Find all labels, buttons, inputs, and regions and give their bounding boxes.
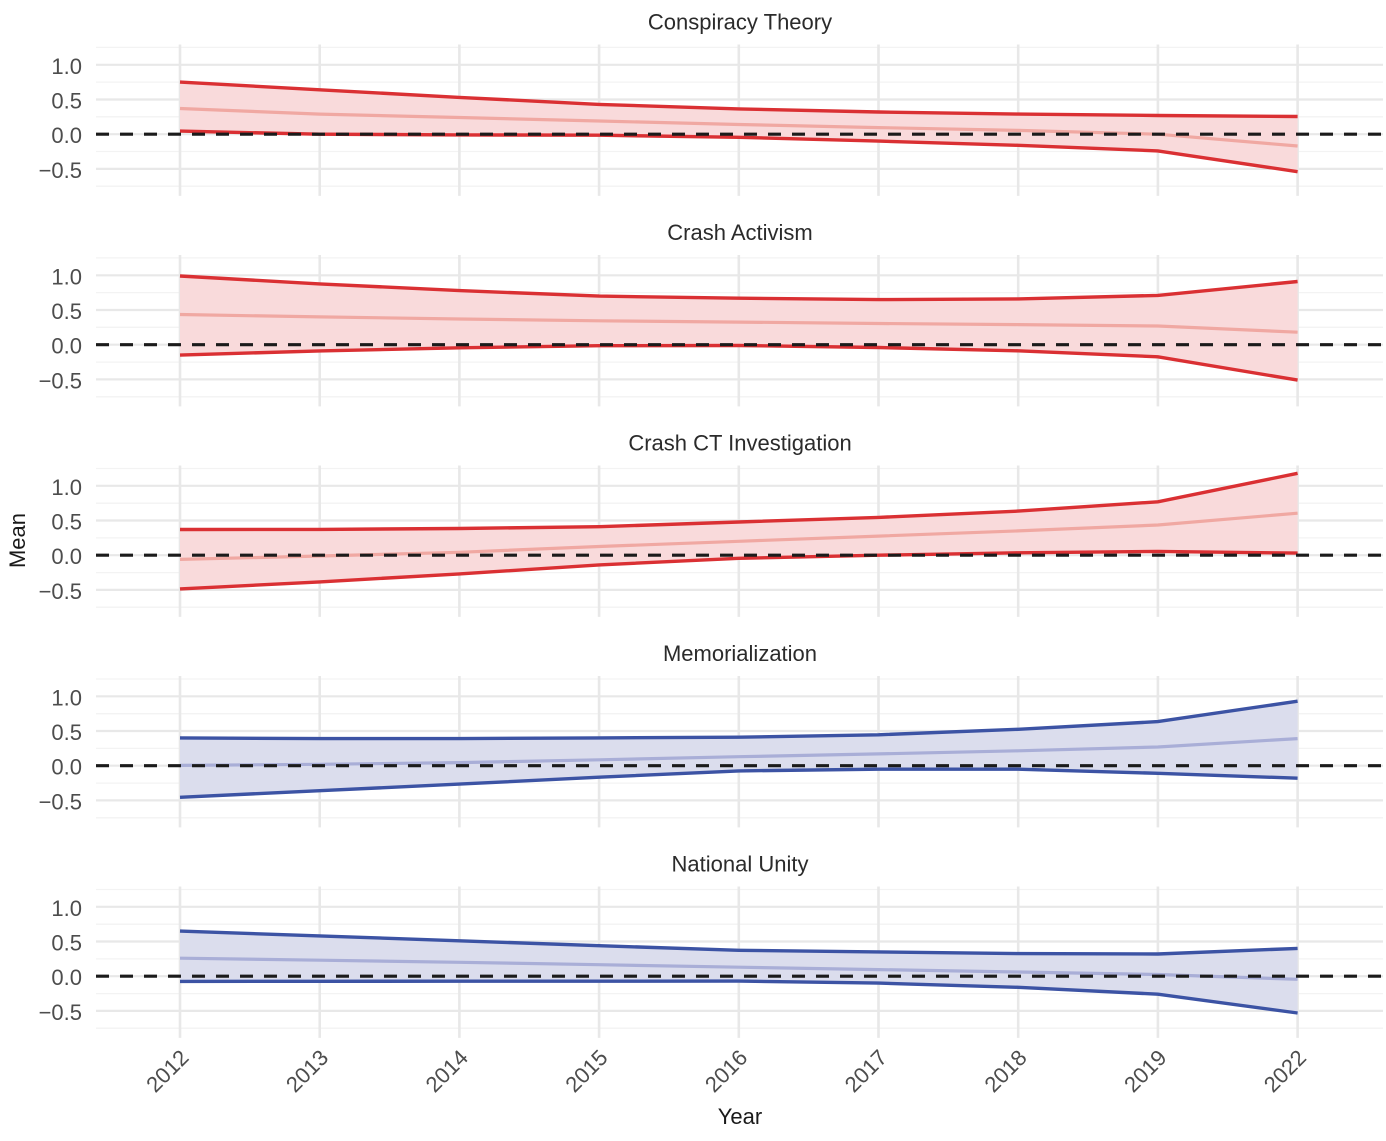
svg-text:1.0: 1.0 (51, 264, 82, 289)
svg-text:0.0: 0.0 (51, 334, 82, 359)
svg-text:Crash CT Investigation: Crash CT Investigation (628, 431, 851, 456)
svg-text:Conspiracy Theory: Conspiracy Theory (648, 10, 832, 35)
svg-text:−0.5: −0.5 (39, 579, 82, 604)
svg-text:0.0: 0.0 (51, 544, 82, 569)
svg-text:1.0: 1.0 (51, 896, 82, 921)
svg-text:Memorialization: Memorialization (663, 641, 817, 666)
svg-text:0.5: 0.5 (51, 299, 82, 324)
svg-text:Crash Activism: Crash Activism (667, 220, 812, 245)
svg-text:Year: Year (718, 1104, 762, 1129)
svg-text:0.5: 0.5 (51, 931, 82, 956)
svg-text:0.5: 0.5 (51, 720, 82, 745)
svg-text:0.0: 0.0 (51, 123, 82, 148)
svg-text:Mean: Mean (5, 513, 30, 568)
svg-text:0.5: 0.5 (51, 89, 82, 114)
svg-text:−0.5: −0.5 (39, 789, 82, 814)
svg-text:0.5: 0.5 (51, 510, 82, 535)
svg-text:National Unity: National Unity (672, 852, 809, 877)
svg-text:−0.5: −0.5 (39, 368, 82, 393)
svg-text:1.0: 1.0 (51, 54, 82, 79)
svg-text:−0.5: −0.5 (39, 158, 82, 183)
svg-text:0.0: 0.0 (51, 755, 82, 780)
svg-text:−0.5: −0.5 (39, 1000, 82, 1025)
svg-text:1.0: 1.0 (51, 685, 82, 710)
svg-text:0.0: 0.0 (51, 965, 82, 990)
svg-text:1.0: 1.0 (51, 475, 82, 500)
